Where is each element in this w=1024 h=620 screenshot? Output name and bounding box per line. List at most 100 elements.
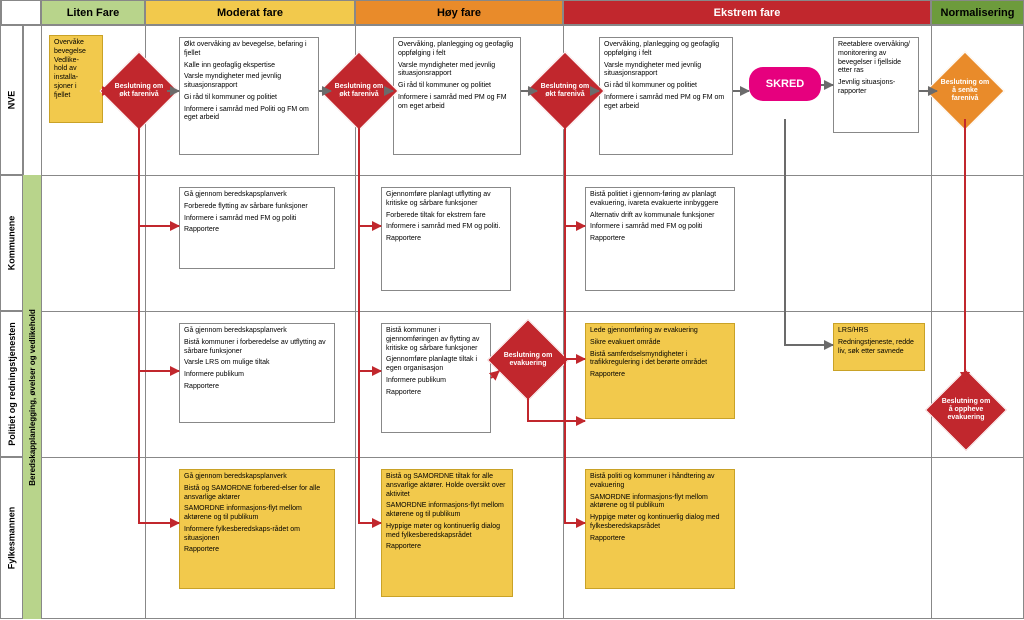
task-line: Rapportere [184, 226, 330, 235]
task-line: Rapportere [590, 535, 730, 544]
task-line: Rapportere [184, 546, 330, 555]
task-line: Informere fylkesberedskaps-rådet om situ… [184, 526, 330, 544]
task-line: Varsle myndigheter med jevnlig situasjon… [604, 62, 728, 80]
decision-d1: Beslutning om økt farenivå [111, 63, 167, 119]
skred-label: SKRED [766, 78, 805, 90]
flow-arrow [565, 119, 585, 523]
task-line: Rapportere [590, 371, 730, 380]
task-line: Varsle LRS om mulige tiltak [184, 359, 330, 368]
task-line: Gå gjennom beredskapsplanverk [184, 473, 330, 482]
task-box-b_nve_ekstrem: Overvåking, planlegging og geofaglig opp… [599, 37, 733, 155]
flow-arrow [359, 119, 381, 523]
decision-d5: Beslutning om evakuering [499, 331, 557, 389]
task-line: Hyppige møter og kontinuerlig dialog med… [386, 523, 508, 541]
task-line: Forberede tiltak for ekstrem fare [386, 212, 506, 221]
task-line: SAMORDNE informasjons-flyt mellom aktøre… [590, 494, 730, 512]
task-line: Gjennomføre planlagte tiltak i egen orga… [386, 356, 486, 374]
task-line: Forberede flytting av sårbare funksjoner [184, 203, 330, 212]
task-line: Rapportere [386, 235, 506, 244]
task-line: Bistå politiet i gjennom-føring av planl… [590, 191, 730, 209]
task-line: Gi råd til kommuner og politiet [184, 94, 314, 103]
task-line: Kalle inn geofaglig ekspertise [184, 62, 314, 71]
task-line: Informere i samråd med Politi og FM om e… [184, 106, 314, 124]
diamond-label: Beslutning om økt farenivå [540, 83, 590, 98]
task-line: Gå gjennom beredskapsplanverk [184, 327, 330, 336]
task-line: LRS/HRS [838, 327, 920, 336]
col-header-ekstrem: Ekstrem fare [563, 1, 931, 25]
swimlane-flowchart: Liten FareModerat fareHøy fareEkstrem fa… [0, 0, 1024, 619]
task-line: Rapportere [386, 543, 508, 552]
task-line: Hyppige møter og kontinuerlig dialog med… [590, 514, 730, 532]
diamond-label: Beslutning om evakuering [502, 352, 554, 367]
diamond-label: Beslutning om å senke farenivå [940, 79, 990, 102]
task-box-b_pol_mod: Gå gjennom beredskapsplanverk Bistå kommu… [179, 323, 335, 423]
flow-arrow [528, 389, 585, 421]
task-line: Gjennomføre planlagt utflytting av kriti… [386, 191, 506, 209]
task-line: Rapportere [184, 383, 330, 392]
col-header-hoy: Høy fare [355, 1, 563, 25]
task-line: Reetablere overvåking/ monitorering av b… [838, 41, 914, 76]
task-line: Sikre evakuert område [590, 339, 730, 348]
skred-event: SKRED [749, 67, 821, 101]
task-line: Informere publikum [184, 371, 330, 380]
task-line: Varsle myndigheter med jevnlig situasjon… [184, 73, 314, 91]
task-line: Jevnlig situasjons-rapporter [838, 79, 914, 97]
task-line: Informere publikum [386, 377, 486, 386]
task-line: Lede gjennomføring av evakuering [590, 327, 730, 336]
diamond-label: Beslutning om økt farenivå [334, 83, 384, 98]
task-line: Bistå politi og kommuner i håndtering av… [590, 473, 730, 491]
decision-d4: Beslutning om å senke farenivå [937, 63, 993, 119]
task-line: SAMORDNE informasjons-flyt mellom aktøre… [184, 505, 330, 523]
diamond-label: Beslutning om å oppheve evakuering [940, 398, 992, 421]
row-header-label: Kommunene [7, 216, 17, 271]
row-header-label: Politiet og redningstjenesten [7, 322, 17, 446]
task-box-b_kom_mod: Gå gjennom beredskapsplanverk Forberede f… [179, 187, 335, 269]
decision-d3: Beslutning om økt farenivå [537, 63, 593, 119]
task-line: Overvåking, planlegging og geofaglig opp… [604, 41, 728, 59]
flow-arrow [491, 371, 499, 378]
task-line: Alternativ drift av kommunale funksjoner [590, 212, 730, 221]
task-line: SAMORDNE informasjons-flyt mellom aktøre… [386, 502, 508, 520]
task-line: Redningstjeneste, redde liv, søk etter s… [838, 339, 920, 357]
decision-d2: Beslutning om økt farenivå [331, 63, 387, 119]
task-box-b_kom_hoy: Gjennomføre planlagt utflytting av kriti… [381, 187, 511, 291]
task-line: Informere i samråd med FM og politi [184, 215, 330, 224]
task-box-b_nve_post: Reetablere overvåking/ monitorering av b… [833, 37, 919, 133]
task-line: Gi råd til kommuner og politiet [398, 82, 516, 91]
task-line: Rapportere [590, 235, 730, 244]
task-line: Gå gjennom beredskapsplanverk [184, 191, 330, 200]
task-box-b_pol_hoy: Bistå kommuner i gjennomføringen av flyt… [381, 323, 491, 433]
task-line: Overvåking, planlegging og geofaglig opp… [398, 41, 516, 59]
vertical-band-beredskap: Beredskapplanlegging, øvelser og vedlike… [23, 175, 41, 619]
task-line: Bistå og SAMORDNE tiltak for alle ansvar… [386, 473, 508, 499]
task-line: Varsle myndigheter med jevnlig situasjon… [398, 62, 516, 80]
col-header-moderat: Moderat fare [145, 1, 355, 25]
decision-d6: Beslutning om å oppheve evakuering [937, 381, 995, 439]
row-header-nve: NVE [1, 25, 23, 175]
task-line: Informere i samråd med FM og politi [590, 223, 730, 232]
task-line: Gi råd til kommuner og politiet [604, 82, 728, 91]
vertical-band-label: Beredskapplanlegging, øvelser og vedlike… [28, 309, 37, 486]
nve-liten-box: OvervåkebevegelseVedlike-hold avinstalla… [49, 35, 103, 123]
row-header-kommune: Kommunene [1, 175, 23, 311]
col-header-blank [1, 1, 41, 25]
row-header-label: NVE [6, 91, 16, 110]
task-box-b_nve_mod: Økt overvåking av bevegelse, befaring i … [179, 37, 319, 155]
task-line: Bistå kommuner i forberedelse av utflytt… [184, 339, 330, 357]
task-box-b_nve_hoy: Overvåking, planlegging og geofaglig opp… [393, 37, 521, 155]
task-box-b_fm_ekstrem: Bistå politi og kommuner i håndtering av… [585, 469, 735, 589]
col-header-liten: Liten Fare [41, 1, 145, 25]
task-line: Bistå og SAMORDNE forbered-elser for all… [184, 485, 330, 503]
task-box-b_pol_post: LRS/HRS Redningstjeneste, redde liv, søk … [833, 323, 925, 371]
task-line: Bistå samferdselsmyndigheter i trafikkre… [590, 351, 730, 369]
task-box-b_fm_hoy: Bistå og SAMORDNE tiltak for alle ansvar… [381, 469, 513, 597]
row-header-fylkes: Fylkesmannen [1, 457, 23, 619]
task-box-b_pol_ekstrem: Lede gjennomføring av evakuering Sikre ev… [585, 323, 735, 419]
task-line: Informere i samråd med FM og politi. [386, 223, 506, 232]
diamond-label: Beslutning om økt farenivå [114, 83, 164, 98]
task-line: Bistå kommuner i gjennomføringen av flyt… [386, 327, 486, 353]
task-box-b_fm_mod: Gå gjennom beredskapsplanverk Bistå og SA… [179, 469, 335, 589]
row-header-label: Fylkesmannen [7, 507, 17, 570]
task-line: Rapportere [386, 389, 486, 398]
task-line: Informere i samråd med PM og FM om eget … [604, 94, 728, 112]
